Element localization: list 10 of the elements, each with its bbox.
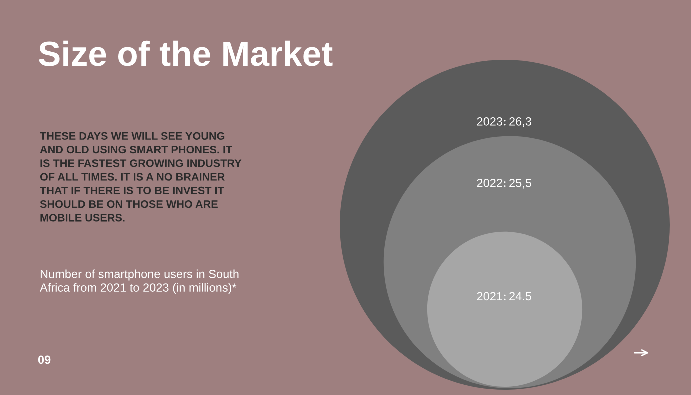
data-label: 25,5 (510, 178, 532, 189)
text: 09 (38, 356, 51, 364)
category-label: 2021 (477, 292, 502, 301)
data-label: 26,3 (510, 118, 532, 128)
data-label: 24.5 (510, 292, 532, 301)
text: Number of smartphone users in South Africa from 2021 to 2023 (in millions)* (40, 270, 239, 294)
category-label: 2023 (477, 118, 502, 126)
text: THESE DAYS WE WILL SEE YOUNG AND OLD USING SMART PHONES. IT IS THE FASTEST GROWING INDUSTRY OF ALL TIMES. IT IS A NO BRAINER THAT IF THERE IS TO BE INVEST IT SHOULD BE ON THOSE WHO ARE MOBILE USERS. (40, 132, 242, 222)
category-label: 2022 (477, 178, 502, 188)
text: Size of the Market (39, 40, 333, 66)
